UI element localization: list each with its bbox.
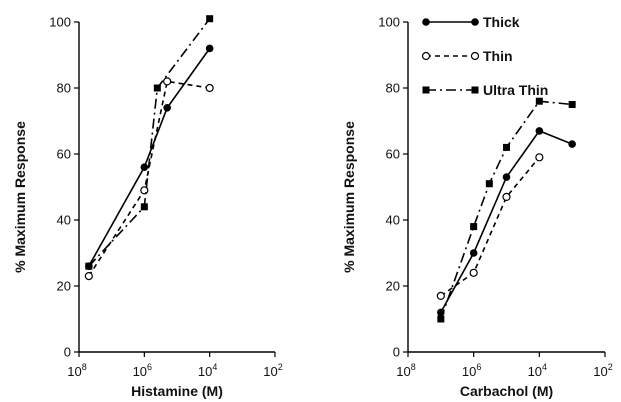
data-point-ultra-thin: [485, 180, 493, 188]
y-tick-label: 40: [386, 213, 400, 228]
series-line-ultra-thin: [88, 18, 211, 267]
y-tick-label: 60: [386, 147, 400, 162]
legend-label-ultra-thin: Ultra Thin: [483, 82, 548, 98]
data-point-thick: [140, 163, 149, 171]
data-point-thick: [205, 44, 214, 53]
data-point-ultra-thin: [206, 15, 214, 23]
data-point-ultra-thin: [568, 101, 576, 108]
data-point-thick: [502, 173, 511, 181]
y-tick-label: 20: [57, 279, 71, 294]
chart-panel-2: 0 20 40 60 80 100 108 106 104 102 Carbachol (M) % M…: [341, 14, 613, 399]
data-point-thick: [535, 127, 544, 135]
legend-marker-thin: [470, 51, 480, 61]
data-point-thin: [469, 268, 478, 277]
y-tick-label: 0: [393, 345, 400, 360]
series-line-thick: [88, 47, 211, 267]
legend-label-thick: Thick: [483, 14, 520, 30]
chart-panel-1: 0 20 40 60 80 100 108 106 104 102 Histamine (M) % M…: [12, 15, 283, 400]
y-tick-label: 100: [378, 15, 400, 30]
x-tick-label: 104: [198, 362, 217, 379]
data-point-thin: [205, 83, 214, 93]
x-tick-label: 108: [396, 362, 415, 379]
data-point-ultra-thin: [503, 143, 510, 151]
data-point-ultra-thin: [437, 315, 445, 323]
y-axis-label: % Maximum Response: [341, 121, 357, 273]
legend: Thick Thin Ultra Thin: [421, 14, 548, 98]
data-point-thick: [163, 104, 171, 112]
y-tick-label: 40: [57, 213, 71, 228]
y-tick-label: 80: [386, 81, 400, 96]
legend-marker-ultra-thin: [422, 86, 430, 94]
x-tick-label: 106: [133, 362, 152, 379]
data-point-ultra-thin: [470, 223, 478, 231]
data-point-ultra-thin: [85, 262, 93, 270]
series-line-thick: [440, 129, 573, 313]
legend-marker-thin: [421, 51, 431, 61]
legend-marker-ultra-thin: [471, 86, 479, 94]
data-point-ultra-thin: [535, 97, 543, 105]
x-tick-label: 102: [263, 362, 282, 379]
series-line-ultra-thin: [440, 100, 573, 320]
data-point-thick: [568, 140, 576, 148]
x-tick-label: 106: [462, 362, 481, 379]
series-line-thin: [88, 80, 210, 277]
series-line-thin: [440, 156, 540, 297]
data-point-ultra-thin: [140, 203, 148, 211]
legend-marker-thick: [471, 18, 479, 26]
y-tick-label: 60: [57, 147, 71, 162]
data-point-thin: [535, 153, 544, 162]
data-point-thin: [163, 77, 172, 86]
y-tick-label: 100: [49, 15, 71, 30]
y-axis-label: % Maximum Response: [12, 121, 28, 273]
y-tick-label: 80: [57, 81, 71, 96]
x-axis-label: Carbachol (M): [460, 383, 553, 399]
legend-label-thin: Thin: [483, 48, 513, 64]
data-point-thick: [469, 249, 478, 257]
data-point-thin: [436, 291, 445, 300]
data-point-thin: [502, 192, 511, 201]
x-axis-label: Histamine (M): [131, 383, 223, 399]
data-point-thin: [140, 186, 149, 195]
data-point-thin: [84, 272, 93, 281]
x-tick-label: 102: [593, 362, 612, 379]
legend-marker-thick: [422, 18, 430, 26]
x-tick-label: 104: [528, 362, 547, 379]
data-point-ultra-thin: [153, 84, 161, 92]
x-tick-label: 108: [67, 362, 86, 379]
y-tick-label: 0: [64, 345, 71, 360]
y-tick-label: 20: [386, 279, 400, 294]
